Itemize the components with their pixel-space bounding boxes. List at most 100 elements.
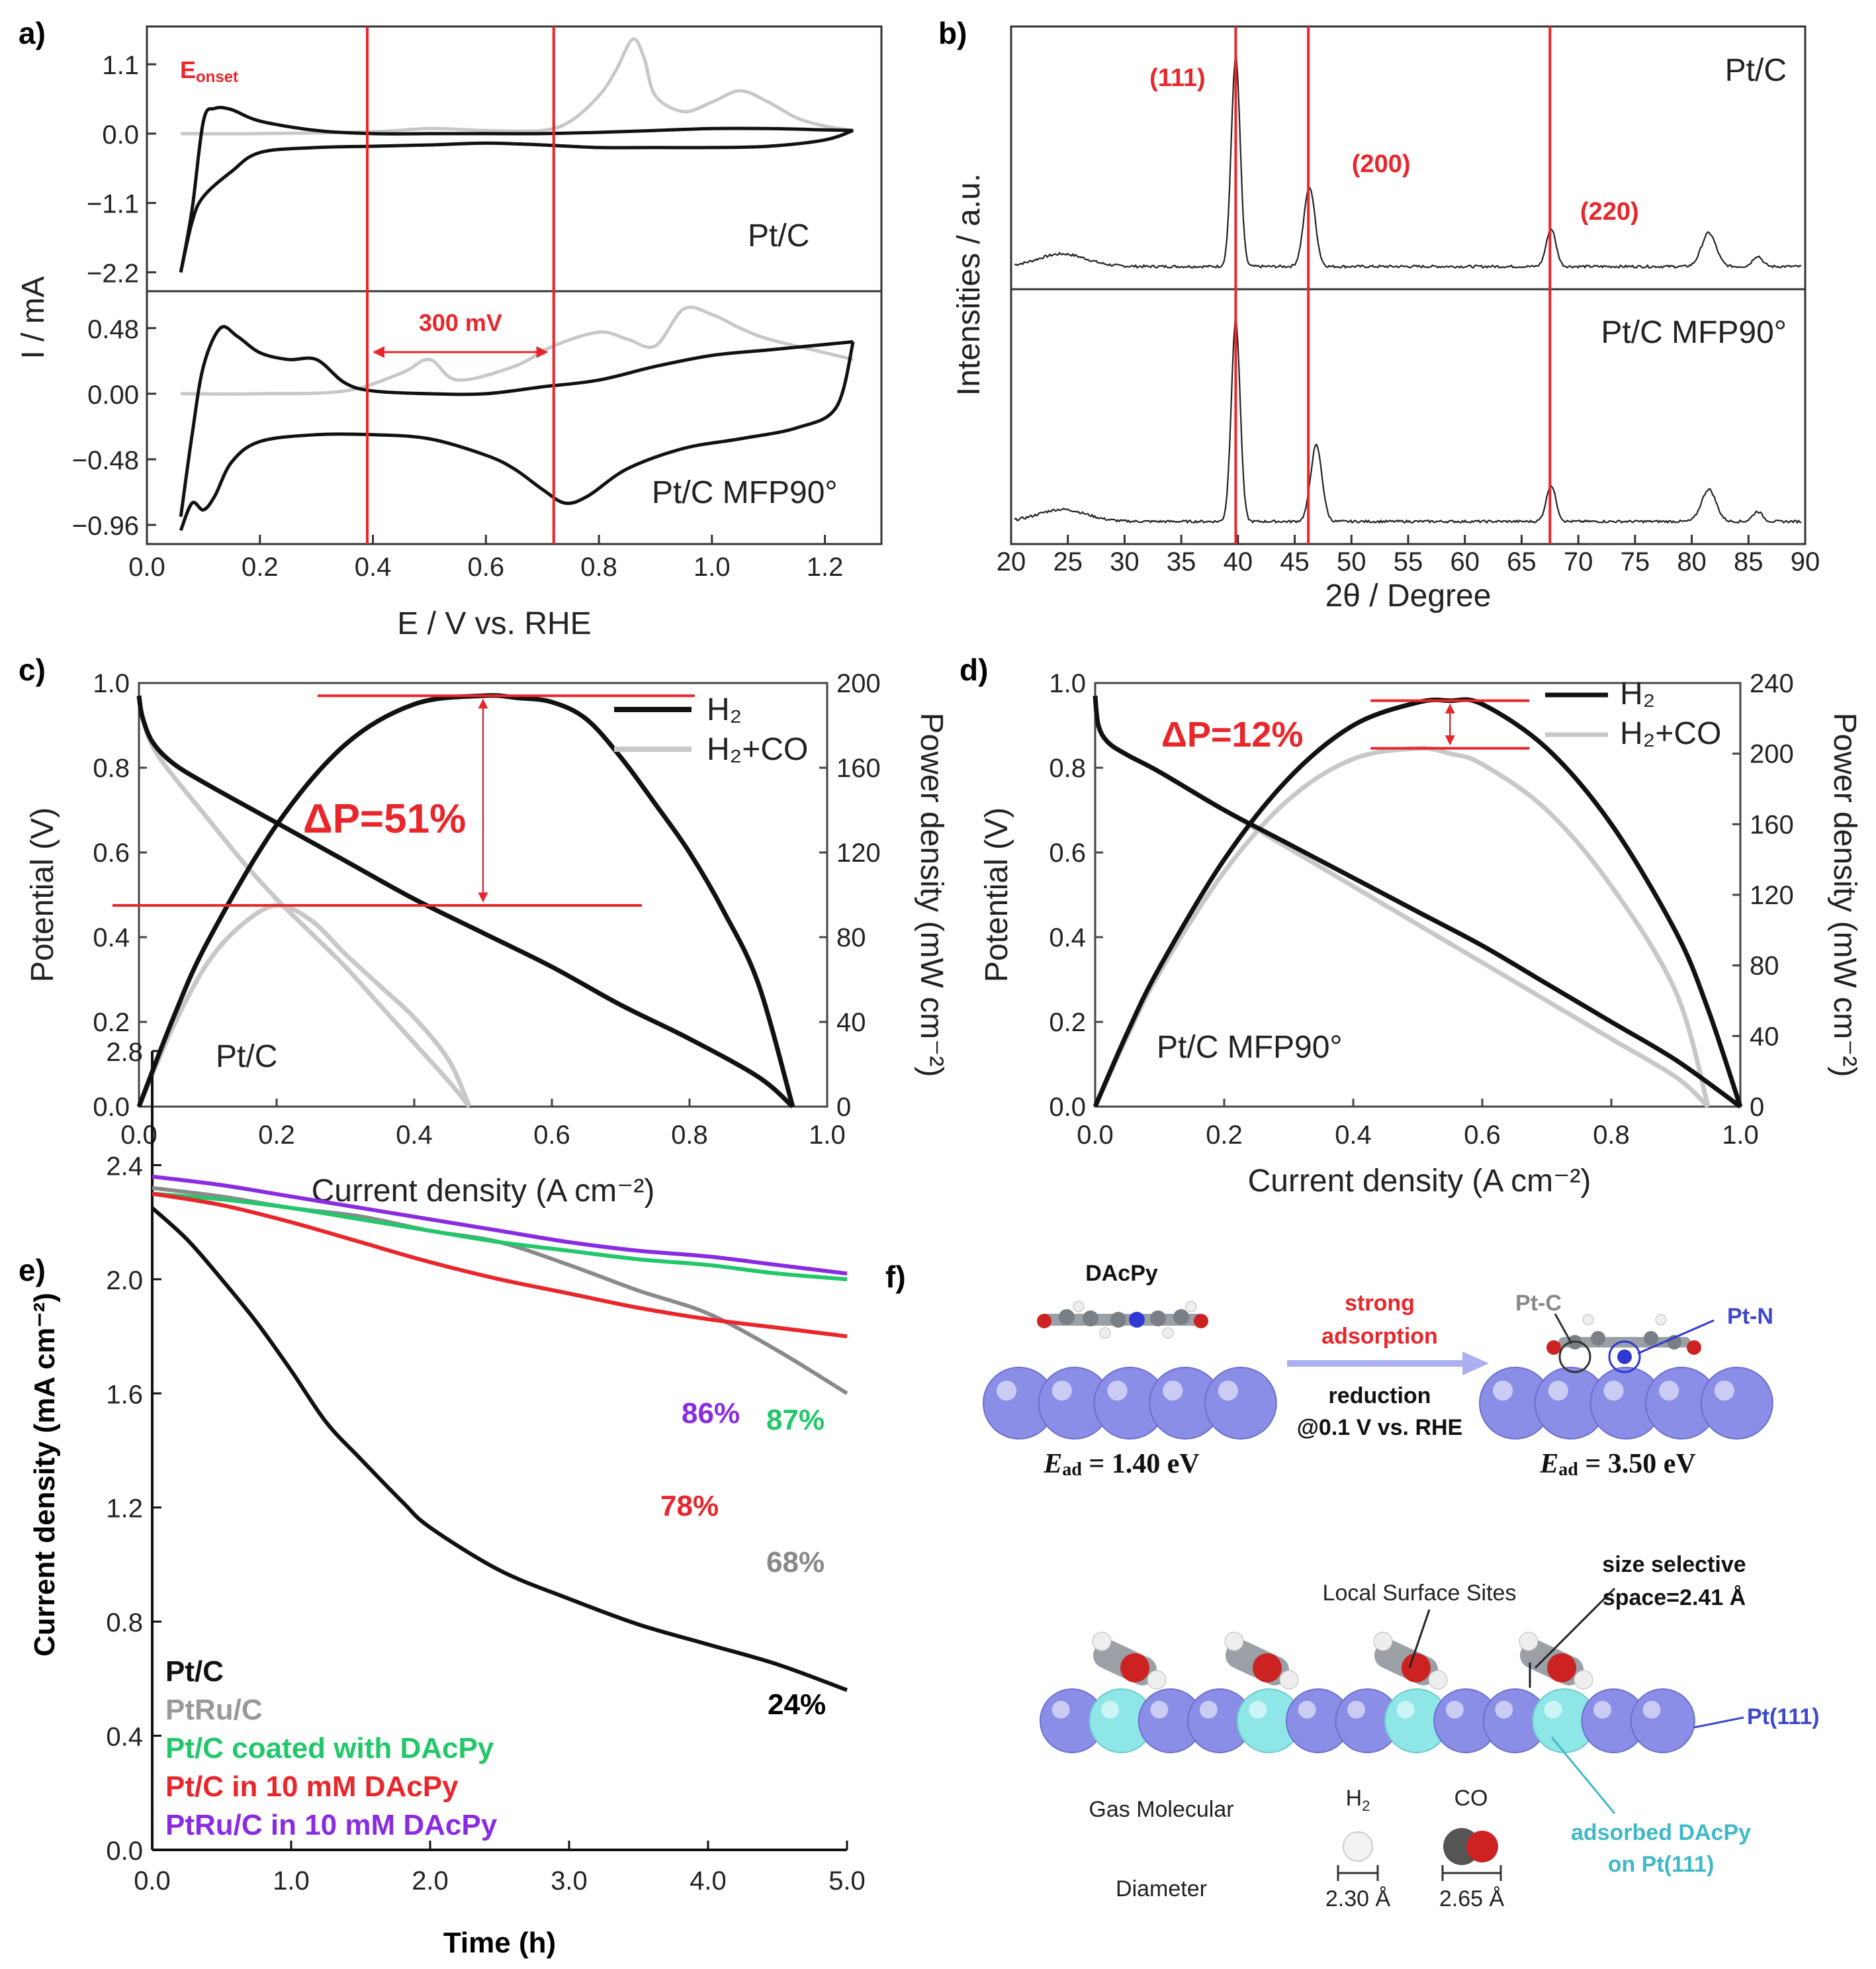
xrd-pattern-ptc: [1014, 56, 1802, 269]
x-tick-label: 1.0: [1722, 1121, 1759, 1150]
y-tick-label: 0.2: [93, 1008, 130, 1037]
x-tick-label: 45: [1280, 547, 1310, 576]
panel-d-legend: H₂ H₂+CO: [1545, 676, 1721, 751]
panel-b-ylabel: Intensities / a.u.: [952, 173, 987, 396]
y2-tick-label: 0: [836, 1093, 851, 1122]
gas-molecular-label: Gas Molecular: [1089, 1797, 1233, 1822]
panel-a-xlabel: E / V vs. RHE: [397, 606, 591, 641]
adsorbed-molecules: [1092, 1631, 1593, 1690]
panel-b-curves: [1014, 56, 1802, 524]
pt-c-circle: [1558, 1340, 1591, 1373]
bottom-cv-curve-1: [179, 325, 854, 518]
dacpy-title: DAcPy: [1085, 1261, 1158, 1286]
pt-n-label: Pt-N: [1727, 1304, 1773, 1329]
nitrogen-atom: [1617, 1350, 1632, 1364]
local-sites-label: Local Surface Sites: [1323, 1580, 1517, 1606]
y2-tick-label: 240: [1750, 669, 1794, 698]
y2-tick-label: 40: [836, 1008, 866, 1037]
panel-b: b) 20 25 30 35 40 45 50 55 60 65 70 75 80 85 90 (111) …: [938, 16, 1820, 614]
atom-highlight: [1163, 1380, 1183, 1401]
y2-tick-label: 160: [1750, 810, 1794, 839]
panel-c-xlabel: Current density (A cm⁻²): [312, 1173, 655, 1209]
x-tick-label: 50: [1337, 547, 1366, 576]
y2-tick-label: 40: [1750, 1022, 1779, 1051]
y-tick-label: 0.2: [1049, 1008, 1086, 1037]
y2-tick-label: 80: [1750, 952, 1779, 981]
co-diameter: 2.65 Å: [1439, 1886, 1505, 1911]
polarization-curve-2: [1093, 695, 1742, 1109]
panel-c-sample-label: Pt/C: [216, 1039, 277, 1074]
x-tick-label: 4.0: [690, 1866, 727, 1896]
x-tick-label: 60: [1450, 547, 1480, 576]
y2-tick-label: 80: [836, 923, 866, 952]
x-tick-label: 70: [1564, 547, 1593, 576]
polarization-curve-1: [136, 903, 472, 1108]
panel-c-frame: [138, 682, 828, 1108]
h2-molecule: [1343, 1831, 1373, 1862]
atom-highlight: [1150, 1700, 1169, 1719]
x-tick-label: 25: [1053, 547, 1083, 576]
panel-e-curves: [150, 1174, 848, 1692]
legend-ptruc: PtRu/C: [165, 1694, 263, 1726]
pt-atom: [1700, 1367, 1773, 1440]
panel-d: d) 0.0 0.2 0.4 0.6 0.8 1.00.00.20.40.60.81.00…: [960, 653, 1862, 1199]
panel-b-frame: [1010, 25, 1807, 545]
panel-b-ticks: 20 25 30 35 40 45 50 55 60 65 70 75 80 85 90: [997, 535, 1820, 576]
atom-highlight: [1603, 1380, 1624, 1401]
top-cv-curve-1: [179, 105, 854, 273]
x-tick-label: 1.0: [809, 1121, 846, 1150]
atom-highlight: [1544, 1700, 1562, 1719]
bottom-cv-curve-2: [179, 341, 855, 531]
atom-highlight: [1548, 1380, 1568, 1401]
atom-highlight: [1218, 1380, 1239, 1401]
x-tick-label: 0.4: [396, 1121, 433, 1150]
x-tick-label: 85: [1734, 547, 1764, 576]
panel-c-ticks: 0.0 0.2 0.4 0.6 0.8 1.00.00.20.40.60.81.00408…: [93, 669, 880, 1150]
atom-highlight: [1714, 1380, 1735, 1401]
hydrogen-atom: [1574, 1670, 1593, 1690]
y-tick-label: −2.2: [87, 259, 139, 288]
arrow-label-adsorption: adsorption: [1321, 1324, 1438, 1349]
arrow-label-strong: strong: [1345, 1291, 1415, 1316]
ead-right: Ead = 3.50 eV: [1539, 1449, 1696, 1480]
y-tick-label: 0.4: [1049, 923, 1086, 952]
legend-label-h2: H₂: [707, 692, 742, 727]
nitrogen-atom: [1129, 1312, 1145, 1328]
x-tick-label: 75: [1621, 547, 1650, 576]
x-tick-label: 30: [1110, 547, 1139, 576]
legend-label-h2co: H₂+CO: [707, 732, 808, 767]
panel-a: a) 0.0 0.2 0.4 0.6 0.8 1.0 1.21.10.0−1.1−2.20.…: [16, 16, 883, 641]
x-tick-label: 0.0: [134, 1866, 171, 1896]
x-tick-label: 2.0: [412, 1866, 449, 1896]
y2-tick-label: 200: [1750, 740, 1794, 769]
end-label-ptc-dacpy: 78%: [660, 1490, 719, 1522]
x-tick-label: 0.6: [468, 553, 505, 582]
y-tick-label: 0.48: [87, 315, 139, 344]
panel-c-curves: [136, 693, 795, 1109]
oxygen-atom: [1194, 1314, 1208, 1328]
end-label-ptc: 24%: [768, 1688, 826, 1721]
panel-c-ylabel: Potential (V): [25, 807, 60, 982]
panel-c-letter: c): [19, 653, 46, 687]
end-label-ptruc-dacpy: 86%: [682, 1397, 740, 1430]
x-tick-label: 1.0: [693, 553, 731, 582]
x-tick-label: 80: [1677, 547, 1707, 576]
y-tick-label: 0.8: [106, 1608, 143, 1637]
panel-c-delta-marker: [112, 694, 695, 907]
hydrogen-atom: [1428, 1670, 1448, 1690]
y-tick-label: 0.8: [93, 754, 130, 783]
atom-highlight: [1347, 1700, 1366, 1719]
panel-c-delta-label: ΔP=51%: [303, 796, 466, 842]
panel-e-end-labels: 24% 68% 87% 78% 86%: [660, 1397, 826, 1721]
x-tick-label: 35: [1167, 547, 1196, 576]
atom-highlight: [996, 1380, 1017, 1401]
panel-a-ticks: 0.0 0.2 0.4 0.6 0.8 1.0 1.2 1.1 0.0 −1.1 −2.2 0.48 0…: [72, 51, 844, 582]
size-selective-label: size selective: [1602, 1552, 1746, 1577]
y-tick-label: 0.6: [1049, 839, 1086, 868]
panel-a-curves: [179, 37, 855, 531]
oxygen-atom: [1547, 1653, 1576, 1682]
y-tick-label: 0.6: [93, 839, 130, 868]
y-tick-label: 1.1: [102, 51, 139, 80]
adsorbed-label-1: adsorbed DAcPy: [1571, 1820, 1751, 1845]
